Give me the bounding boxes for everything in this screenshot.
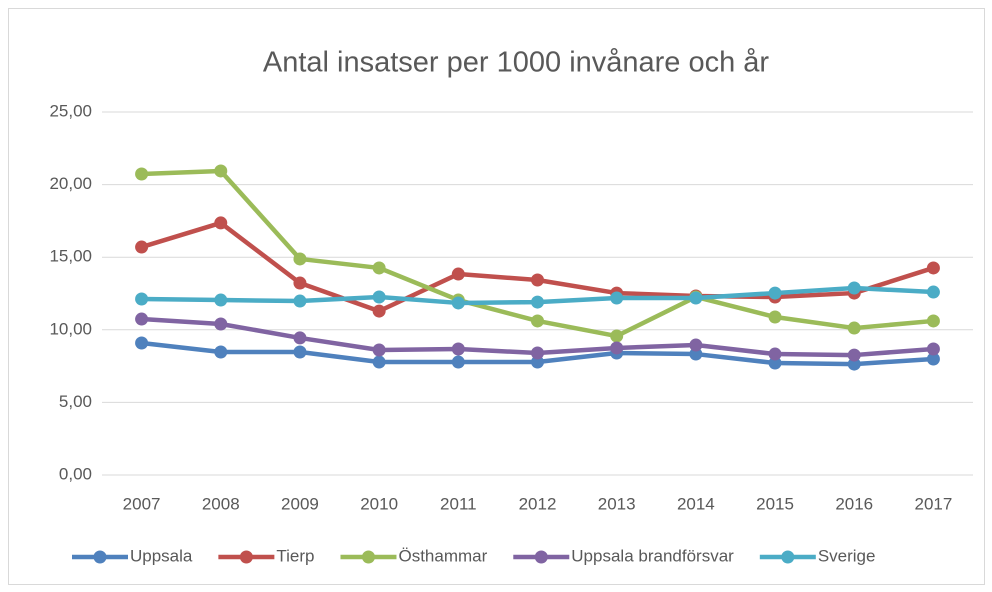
data-point xyxy=(689,291,703,305)
data-point xyxy=(926,285,940,299)
data-point xyxy=(610,329,624,343)
x-tick-label: 2009 xyxy=(281,494,319,513)
data-point xyxy=(214,216,228,230)
data-point xyxy=(372,355,386,369)
data-point xyxy=(293,345,307,359)
legend-swatch-dot xyxy=(93,550,107,564)
data-point xyxy=(293,252,307,266)
legend-label: Sverige xyxy=(818,546,876,565)
data-point xyxy=(214,293,228,307)
data-point xyxy=(135,167,149,181)
data-point xyxy=(214,164,228,178)
data-point xyxy=(847,348,861,362)
x-tick-label: 2014 xyxy=(677,494,715,513)
legend-label: Uppsala xyxy=(130,546,193,565)
x-tick-label: 2016 xyxy=(835,494,873,513)
legend-swatch-dot xyxy=(534,550,548,564)
data-point xyxy=(531,273,544,287)
y-tick-label: 25,00 xyxy=(49,101,92,120)
data-point xyxy=(531,355,544,369)
x-tick-label: 2011 xyxy=(440,494,477,513)
data-point xyxy=(214,345,228,359)
data-point xyxy=(293,294,307,308)
data-point xyxy=(689,338,703,352)
legend-swatch-dot xyxy=(239,550,253,564)
legend-label: Uppsala brandförsvar xyxy=(571,546,734,565)
data-point xyxy=(135,312,149,326)
data-point xyxy=(372,343,386,357)
data-point xyxy=(451,296,465,310)
data-point xyxy=(689,347,703,361)
x-tick-label: 2017 xyxy=(914,494,952,513)
data-point xyxy=(531,314,544,328)
y-tick-label: 5,00 xyxy=(59,392,92,411)
data-point xyxy=(451,267,465,281)
y-tick-label: 20,00 xyxy=(49,174,92,193)
data-point xyxy=(768,310,782,324)
data-point xyxy=(847,281,861,295)
legend-swatch-dot xyxy=(781,550,795,564)
data-point xyxy=(926,352,940,366)
data-point xyxy=(768,356,782,370)
data-point xyxy=(293,331,307,345)
data-point xyxy=(610,291,624,305)
data-point xyxy=(926,261,940,275)
x-tick-label: 2013 xyxy=(598,494,636,513)
y-tick-label: 0,00 xyxy=(59,464,92,483)
y-tick-label: 15,00 xyxy=(49,247,92,266)
data-point xyxy=(847,321,861,335)
data-point xyxy=(610,341,624,355)
data-point xyxy=(135,336,149,350)
data-point xyxy=(135,292,149,306)
legend-swatch-dot xyxy=(361,550,375,564)
x-tick-label: 2007 xyxy=(123,494,161,513)
x-tick-label: 2010 xyxy=(360,494,398,513)
data-point xyxy=(768,286,782,300)
y-tick-label: 10,00 xyxy=(49,319,92,338)
data-point xyxy=(372,290,386,304)
data-point xyxy=(451,342,465,356)
data-point xyxy=(531,346,544,360)
x-tick-label: 2008 xyxy=(202,494,240,513)
data-point xyxy=(768,347,782,361)
data-point xyxy=(451,355,465,369)
legend-label: Tierp xyxy=(276,546,314,565)
data-point xyxy=(214,317,228,331)
x-tick-label: 2012 xyxy=(519,494,557,513)
data-point xyxy=(926,314,940,328)
data-point xyxy=(926,342,940,356)
data-point xyxy=(372,304,386,318)
data-point xyxy=(135,240,149,254)
data-point xyxy=(847,357,861,371)
data-point xyxy=(531,295,544,309)
x-tick-label: 2015 xyxy=(756,494,794,513)
chart-title: Antal insatser per 1000 invånare och år xyxy=(263,47,770,79)
data-point xyxy=(293,276,307,290)
legend-label: Östhammar xyxy=(398,546,487,565)
data-point xyxy=(372,261,386,275)
